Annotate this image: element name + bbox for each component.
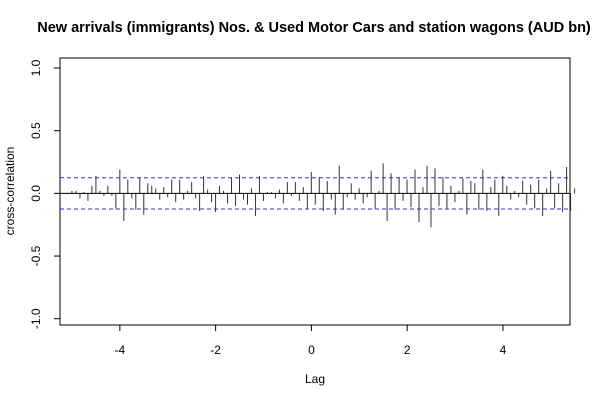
x-tick-label: 0	[308, 343, 315, 357]
y-tick-label: 0.0	[29, 185, 43, 202]
x-tick-label: -4	[115, 343, 126, 357]
plot-frame	[59, 57, 571, 326]
y-axis-label: cross-correlation	[3, 147, 17, 236]
y-tick-label: -0.5	[29, 245, 43, 266]
x-tick-label: 4	[500, 343, 507, 357]
x-tick-label: -2	[210, 343, 221, 357]
axis-ticks: -4 -2 0 2 4 -1.0 -0.5 0.0 0.5 1.0	[29, 59, 507, 357]
y-tick-label: -1.0	[29, 308, 43, 329]
y-tick-label: 0.5	[29, 122, 43, 139]
cross-correlation-bars	[71, 163, 576, 228]
x-axis-label: Lag	[305, 372, 325, 386]
chart-title: New arrivals (immigrants) Nos. & Used Mo…	[37, 20, 591, 36]
x-tick-label: 2	[404, 343, 411, 357]
y-tick-label: 1.0	[29, 59, 43, 76]
